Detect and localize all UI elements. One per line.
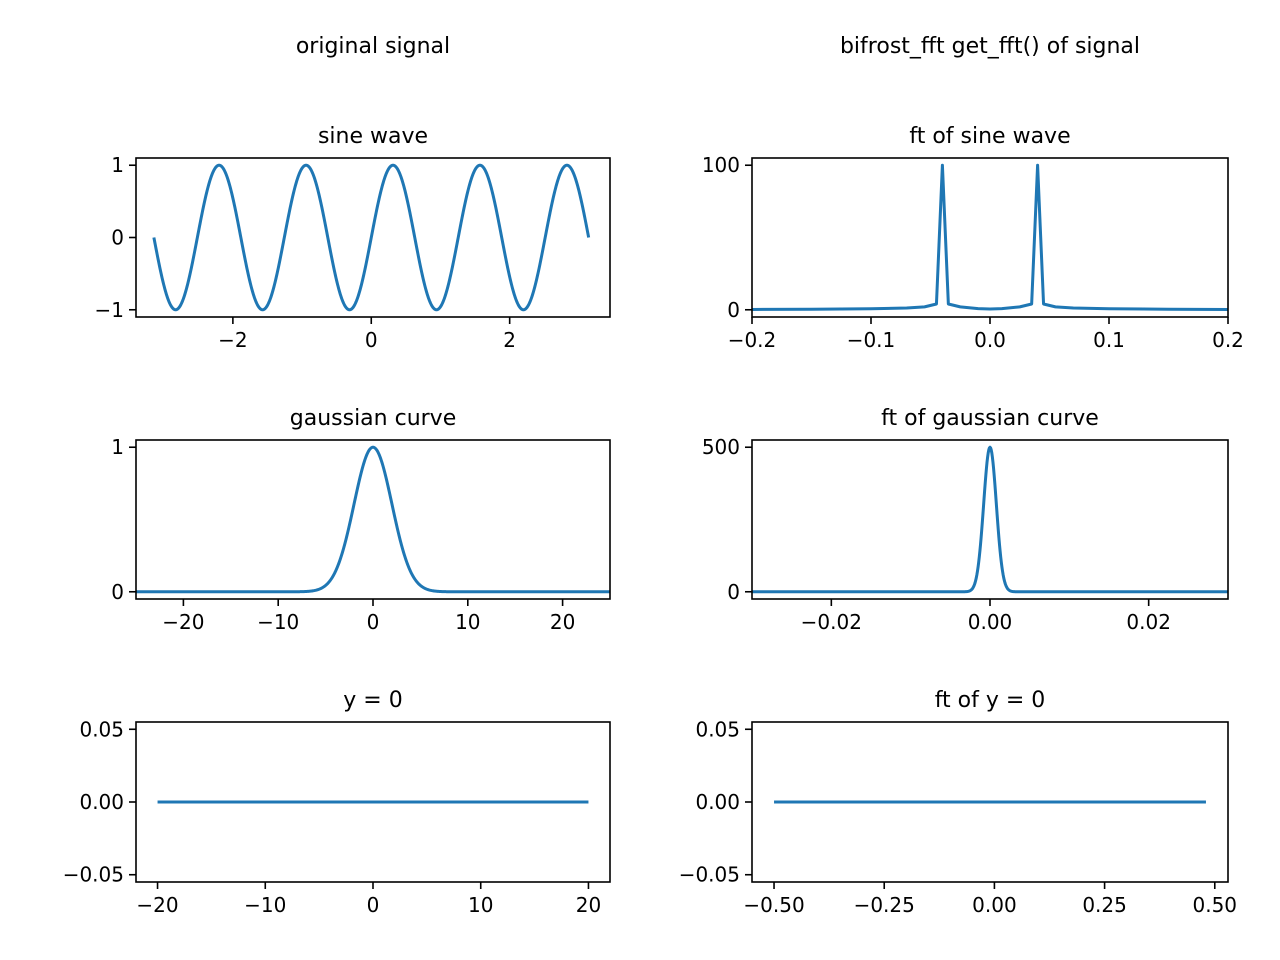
y-tick-label: 0.05 xyxy=(695,717,740,741)
subplot-ft_sine: ft of sine wave −0.2 −0.1 0.0 0.1 0.2 0 100 xyxy=(702,124,1244,352)
y-tick-label: 1 xyxy=(111,153,124,177)
x-tick-label: 2 xyxy=(503,328,516,352)
x-tick-label: 0.1 xyxy=(1093,328,1125,352)
series-line-gauss xyxy=(136,445,610,594)
y-tick-label: 0 xyxy=(727,580,740,604)
x-tick-label: −0.2 xyxy=(728,328,777,352)
x-tick-label: 10 xyxy=(468,893,493,917)
x-tick-label: −20 xyxy=(162,610,204,634)
y-tick-label: −0.05 xyxy=(63,863,124,887)
y-tick-label: −1 xyxy=(95,298,124,322)
x-tick-label: 0.25 xyxy=(1082,893,1127,917)
left-column-title: original signal xyxy=(295,34,451,59)
y-tick-label: 500 xyxy=(702,435,740,459)
x-tick-label: −20 xyxy=(136,893,178,917)
x-tick-label: 0.0 xyxy=(974,328,1006,352)
x-tick-label: 0.00 xyxy=(968,610,1013,634)
y-tick-label: 0.05 xyxy=(79,717,124,741)
axes-frame xyxy=(751,157,1229,318)
x-tick-label: −10 xyxy=(244,893,286,917)
x-tick-label: 0.2 xyxy=(1212,328,1244,352)
x-tick-label: −0.25 xyxy=(854,893,915,917)
series-line-ft_sine xyxy=(752,163,1228,311)
subplot-title: gaussian curve xyxy=(290,406,456,431)
axes-frame xyxy=(135,157,611,318)
y-tick-label: 0 xyxy=(727,298,740,322)
x-tick-label: 0 xyxy=(367,610,380,634)
x-tick-label: 0.50 xyxy=(1193,893,1238,917)
axes-frame xyxy=(135,439,611,600)
y-tick-label: 100 xyxy=(702,153,740,177)
subplot-title: ft of y = 0 xyxy=(935,688,1046,713)
y-tick-label: 0 xyxy=(111,580,124,604)
x-tick-label: 20 xyxy=(550,610,575,634)
right-column-title: bifrost_fft get_fft() of signal xyxy=(839,34,1141,59)
subplot-ft_zero: ft of y = 0 −0.50 −0.25 0.00 0.25 0.50 −0.05 0.… xyxy=(679,688,1237,917)
x-tick-label: 0.02 xyxy=(1126,610,1171,634)
y-tick-label: 0 xyxy=(111,226,124,250)
subplot-sine: sine wave −2 0 2 −1 0 1 xyxy=(95,124,611,352)
x-tick-label: −10 xyxy=(257,610,299,634)
x-tick-label: 0 xyxy=(367,893,380,917)
subplot-title: ft of sine wave xyxy=(909,124,1070,149)
y-tick-label: 0.00 xyxy=(79,790,124,814)
x-tick-label: 0.00 xyxy=(972,893,1017,917)
subplot-ft_gauss: ft of gaussian curve −0.02 0.00 0.02 0 500 xyxy=(702,406,1229,634)
subplot-gauss: gaussian curve −20 −10 0 10 20 0 1 xyxy=(111,406,611,634)
y-tick-label: 1 xyxy=(111,435,124,459)
y-tick-label: 0.00 xyxy=(695,790,740,814)
subplot-title: y = 0 xyxy=(343,688,402,713)
axes-frame xyxy=(751,439,1229,600)
x-tick-label: −0.1 xyxy=(847,328,896,352)
x-tick-label: −0.02 xyxy=(801,610,862,634)
x-tick-label: 0 xyxy=(365,328,378,352)
series-line-sine xyxy=(152,163,591,312)
x-tick-label: 20 xyxy=(576,893,601,917)
subplot-title: sine wave xyxy=(318,124,428,149)
series-line-ft_gauss xyxy=(752,445,1228,594)
x-tick-label: −0.50 xyxy=(743,893,804,917)
subplot-zero: y = 0 −20 −10 0 10 20 −0.05 0.00 0.05 xyxy=(63,688,611,917)
subplot-title: ft of gaussian curve xyxy=(881,406,1099,431)
x-tick-label: 10 xyxy=(455,610,480,634)
x-tick-label: −2 xyxy=(218,328,247,352)
y-tick-label: −0.05 xyxy=(679,863,740,887)
